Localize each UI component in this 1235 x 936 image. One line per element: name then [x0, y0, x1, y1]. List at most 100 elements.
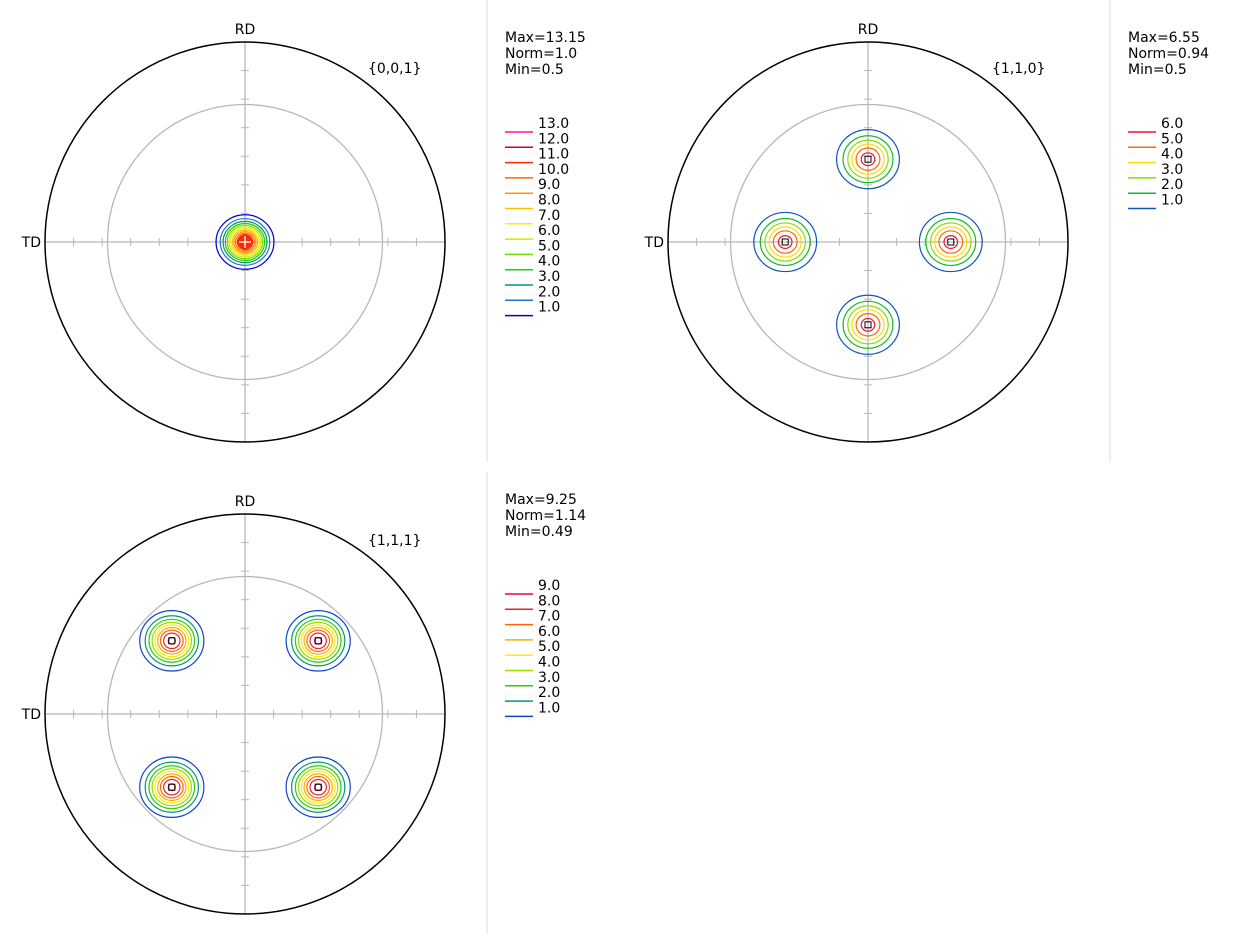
legend-label: 7.0 — [538, 208, 560, 224]
contour-line — [148, 765, 196, 810]
contour-line — [226, 224, 264, 260]
legend-item: 2.0 — [1128, 177, 1183, 194]
rd-label: RD — [235, 494, 256, 510]
plane-label: {0,0,1} — [368, 61, 421, 77]
legend-item: 1.0 — [505, 700, 560, 718]
norm-value: Norm=0.94 — [1128, 46, 1209, 62]
max-value: Max=13.15 — [505, 30, 586, 46]
contour-line — [139, 610, 205, 672]
contour-line — [228, 226, 262, 258]
contour-line — [231, 229, 259, 255]
contour-legend: 9.08.07.06.05.04.03.02.01.0 — [505, 578, 560, 718]
td-label: TD — [644, 235, 664, 251]
legend-label: 1.0 — [538, 300, 560, 316]
legend-label: 8.0 — [538, 193, 560, 209]
contour-line — [847, 305, 889, 345]
contour-line — [777, 235, 793, 249]
contour-line — [290, 761, 346, 813]
legend-label: 1.0 — [1161, 193, 1183, 209]
contour-line — [303, 773, 333, 802]
contour-line — [294, 765, 342, 810]
contour-line — [151, 768, 193, 807]
legend-label: 5.0 — [538, 238, 560, 254]
contour-legend: 13.012.011.010.09.08.07.06.05.04.03.02.0… — [505, 116, 569, 317]
legend-label: 7.0 — [538, 609, 560, 625]
pole-contour-group — [215, 214, 275, 270]
contour-line — [285, 756, 351, 818]
contour-line — [306, 629, 331, 653]
contour-line — [300, 770, 336, 804]
contour-line — [290, 615, 346, 667]
legend-label: 4.0 — [1161, 147, 1183, 163]
legend-item: 2.0 — [505, 685, 560, 702]
td-label: TD — [21, 707, 41, 723]
contour-line — [159, 629, 184, 653]
legend-label: 2.0 — [1161, 177, 1183, 193]
legend-item: 7.0 — [505, 208, 560, 225]
legend-item: 3.0 — [1128, 162, 1183, 179]
contour-line — [934, 226, 968, 258]
contour-line — [842, 135, 894, 184]
pole-contour-group — [918, 211, 983, 273]
pole-peak-marker — [947, 238, 955, 246]
contour-line — [938, 230, 964, 254]
max-value: Max=6.55 — [1128, 30, 1200, 46]
plane-label: {1,1,0} — [992, 61, 1045, 77]
pole-contour-group — [139, 610, 205, 672]
contour-line — [144, 761, 200, 813]
contour-line — [230, 227, 260, 257]
legend-label: 1.0 — [538, 700, 560, 716]
legend-label: 9.0 — [538, 177, 560, 193]
contour-line — [167, 636, 176, 645]
legend-label: 6.0 — [1161, 116, 1183, 132]
legend-item: 12.0 — [505, 131, 569, 149]
td-label: TD — [21, 235, 41, 251]
legend-item: 3.0 — [505, 670, 560, 687]
contour-line — [222, 220, 268, 264]
contour-line — [215, 214, 275, 270]
pole-contour-group — [836, 129, 900, 190]
contour-line — [224, 222, 266, 262]
contour-line — [768, 226, 802, 258]
contour-line — [309, 778, 327, 796]
contour-line — [297, 621, 339, 660]
legend-item: 9.0 — [505, 578, 560, 595]
contour-line — [144, 615, 200, 667]
pole-peak-marker — [781, 238, 789, 246]
legend-item: 11.0 — [505, 147, 569, 164]
legend-item: 13.0 — [505, 116, 569, 133]
pole-peak-marker — [168, 637, 176, 645]
legend-label: 5.0 — [1161, 131, 1183, 147]
norm-value: Norm=1.14 — [505, 508, 586, 524]
contour-line — [294, 618, 342, 663]
min-value: Min=0.5 — [1128, 62, 1187, 78]
contour-line — [233, 230, 257, 254]
pole-contour-group — [139, 756, 205, 818]
contour-line — [851, 143, 885, 175]
pole-peak-marker — [864, 155, 872, 163]
legend-label: 2.0 — [538, 284, 560, 300]
legend-item: 2.0 — [505, 284, 560, 302]
contour-line — [836, 129, 900, 190]
legend-label: 12.0 — [538, 131, 569, 147]
contour-line — [297, 768, 339, 807]
stereographic-outer-circle — [667, 41, 1069, 443]
legend-item: 5.0 — [1128, 131, 1183, 149]
contour-line — [148, 618, 196, 663]
stereographic-outer-circle — [44, 513, 446, 915]
contour-line — [842, 300, 894, 349]
contour-line — [847, 139, 889, 179]
legend-label: 13.0 — [538, 116, 569, 132]
contour-line — [285, 610, 351, 672]
legend-label: 5.0 — [538, 639, 560, 655]
pole-contour-group — [285, 756, 351, 818]
contour-line — [772, 230, 798, 254]
legend-label: 3.0 — [538, 670, 560, 686]
pole-figure-panel-0: RDTD{0,0,1}Max=13.15Norm=1.0Min=0.513.01… — [21, 0, 586, 462]
contour-line — [306, 775, 331, 799]
contour-line — [139, 756, 205, 818]
